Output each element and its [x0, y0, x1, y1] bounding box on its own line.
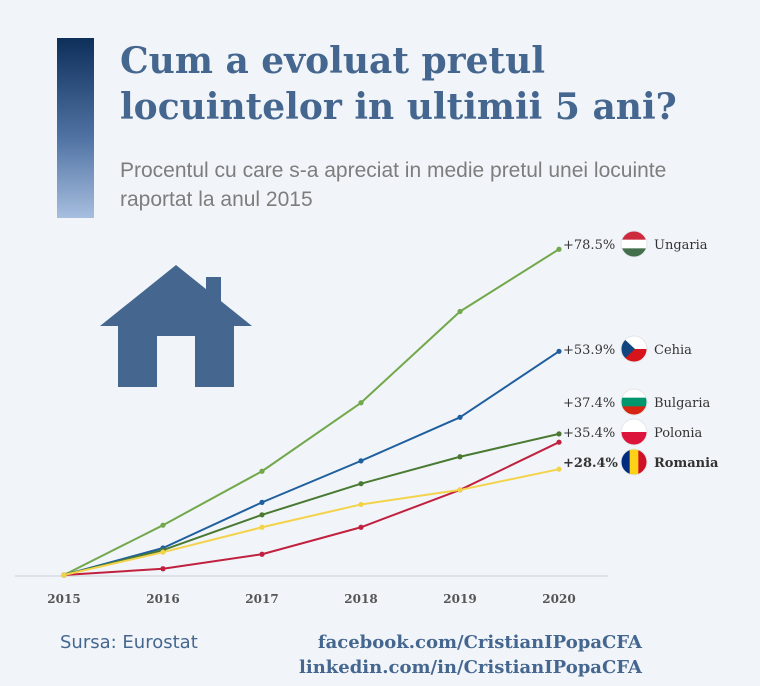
data-point — [259, 468, 265, 474]
linkedin-link[interactable]: linkedin.com/in/CristianIPopaCFA — [299, 657, 642, 678]
data-point — [556, 246, 562, 252]
flag-outline — [620, 230, 648, 258]
facebook-link[interactable]: facebook.com/CristianIPopaCFA — [317, 632, 642, 653]
data-point — [358, 524, 364, 530]
x-tick-label: 2017 — [245, 592, 278, 606]
flag-outline — [620, 388, 648, 416]
data-point — [259, 551, 265, 557]
data-point — [457, 454, 463, 460]
series-labels: +78.5% Ungaria +53.9% Cehia +37.4% Bulgaria +3… — [563, 230, 719, 476]
data-point — [358, 458, 364, 464]
flag-outline — [620, 448, 648, 476]
house-icon — [100, 265, 252, 387]
data-point — [259, 524, 265, 530]
series-line — [63, 468, 560, 576]
chart-subtitle: Procentul cu care s-a apreciat in medie … — [120, 159, 667, 211]
series-name-label: Ungaria — [654, 238, 708, 253]
data-point — [358, 501, 364, 508]
series-line — [63, 441, 560, 576]
data-point — [160, 549, 166, 555]
source-note: Sursa: Eurostat — [60, 632, 198, 653]
end-value-label: +78.5% — [563, 238, 615, 253]
poland-flag-icon — [621, 419, 647, 445]
data-point — [457, 487, 463, 493]
x-tick-labels: 2015 2016 2017 2018 2019 2020 — [47, 592, 575, 606]
flag-outline — [620, 418, 648, 446]
data-point — [556, 466, 562, 472]
hungary-flag-icon — [621, 231, 647, 257]
data-point — [358, 481, 364, 487]
series-line — [63, 248, 560, 576]
end-value-label: +37.4% — [563, 396, 615, 411]
end-value-label: +35.4% — [563, 426, 615, 441]
series-name-label: Polonia — [654, 426, 703, 441]
end-value-label: +28.4% — [563, 456, 619, 471]
romania-flag-icon — [621, 449, 647, 475]
data-point — [259, 499, 265, 505]
data-point — [556, 431, 562, 437]
x-tick-label: 2015 — [47, 592, 80, 606]
data-point — [259, 512, 265, 518]
x-tick-label: 2016 — [146, 592, 179, 606]
data-point — [556, 348, 562, 354]
x-tick-label: 2018 — [344, 592, 377, 606]
series-name-label: Cehia — [654, 343, 692, 358]
czech-flag-icon — [621, 336, 647, 362]
data-point — [556, 439, 562, 445]
series-name-label: Bulgaria — [654, 396, 711, 411]
flag-outline — [620, 335, 648, 363]
data-point — [457, 308, 463, 315]
end-value-label: +53.9% — [563, 343, 615, 358]
social-links: facebook.com/CristianIPopaCFA linkedin.c… — [299, 630, 642, 680]
series-lines — [63, 248, 560, 576]
series-points — [61, 246, 562, 578]
title-accent-bar — [57, 38, 94, 218]
bulgaria-flag-icon — [621, 389, 647, 415]
data-point — [457, 414, 463, 420]
data-point — [61, 572, 67, 578]
series-name-label: Romania — [654, 456, 719, 471]
series-line — [63, 432, 560, 576]
data-point — [160, 522, 166, 528]
x-tick-label: 2020 — [542, 592, 575, 606]
data-point — [160, 566, 166, 572]
chart-title: Cum a evoluat pretul locuintelor in ulti… — [120, 40, 677, 128]
series-line — [63, 350, 560, 576]
x-tick-label: 2019 — [443, 592, 476, 606]
data-point — [358, 400, 364, 406]
